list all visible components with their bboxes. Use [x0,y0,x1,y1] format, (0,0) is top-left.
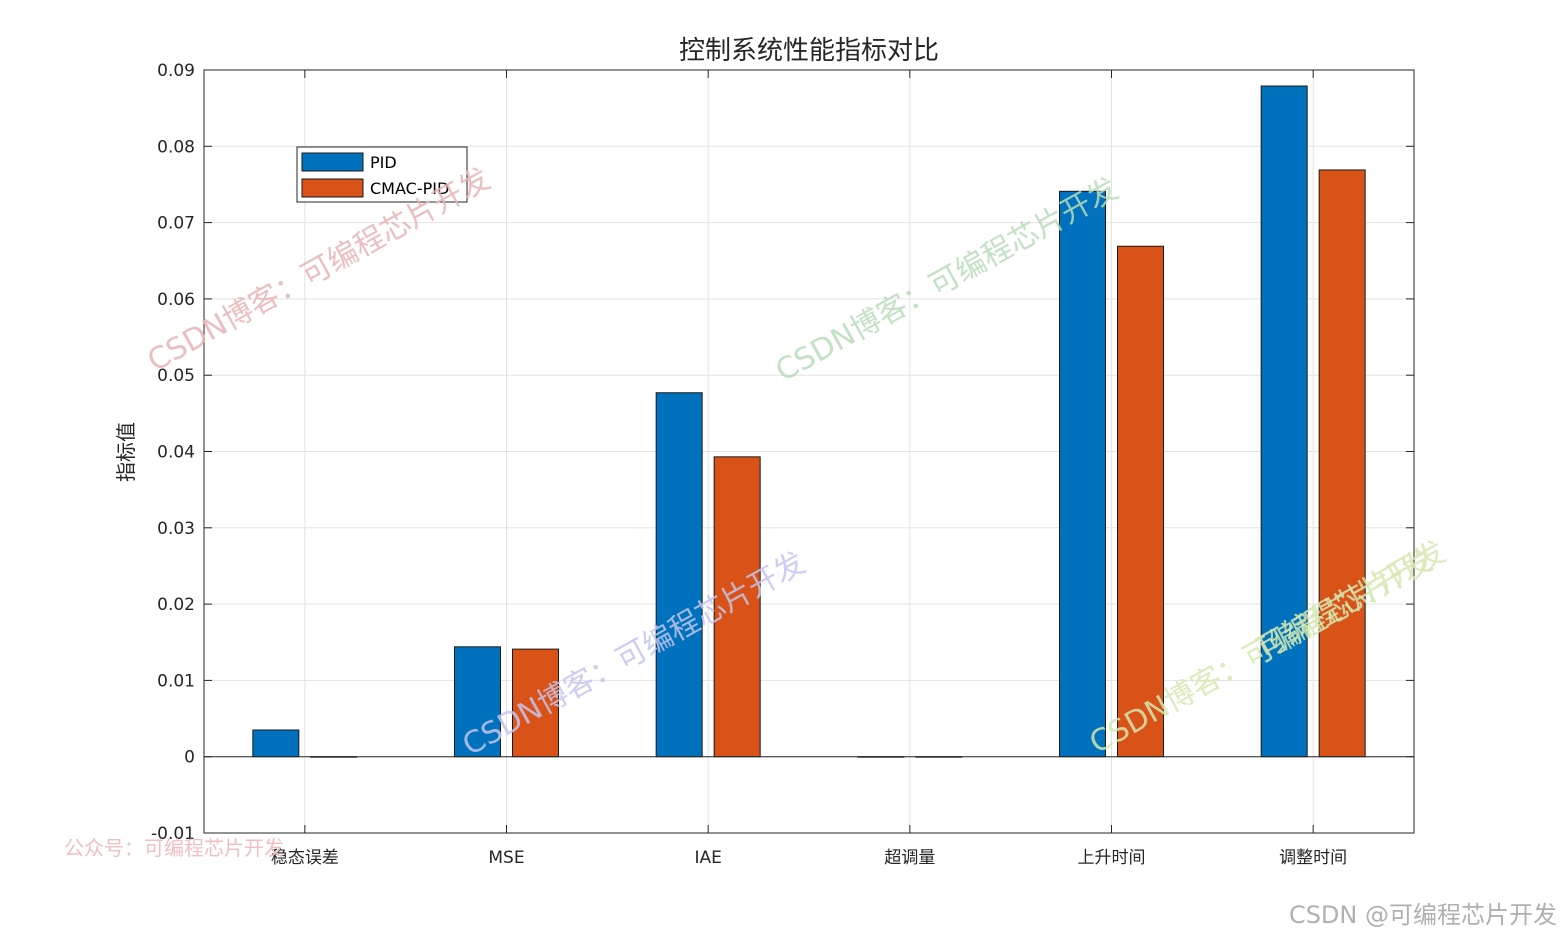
legend-swatch-pid [301,152,364,172]
y-tick-label: 0.08 [157,137,195,157]
bar-pid-4 [1059,190,1106,758]
chart-title: 控制系统性能指标对比 [679,36,939,66]
x-tick-label: 稳态误差 [271,848,339,868]
legend: PID CMAC-PID [296,146,468,203]
bar-cmac-pid-2 [713,456,761,758]
x-tick-label: 上升时间 [1078,848,1146,868]
y-tick-label: 0.09 [157,61,195,81]
legend-swatch-cmac-pid [301,178,364,198]
y-tick-label: 0.01 [157,671,195,691]
bar-pid-2 [655,392,703,758]
bar-pid-5 [1260,85,1308,758]
legend-label-pid: PID [370,153,397,172]
y-tick-label: 0.02 [157,595,195,615]
bars [252,85,1366,758]
x-tick-label: MSE [488,848,524,868]
y-axis-label: 指标值 [114,422,138,482]
bar-cmac-pid-5 [1318,169,1366,758]
y-tick-label: 0.05 [157,366,195,386]
y-tick-label: 0.04 [157,443,195,463]
bar-pid-0 [252,729,300,758]
watermarks: CSDN博客：可编程芯片开发 CSDN博客：可编程芯片开发CSDN博客：可编程芯片… [142,161,1452,763]
x-tick-label: IAE [694,848,721,868]
legend-label-cmac-pid: CMAC-PID [370,179,449,198]
bar-pid-1 [454,646,501,758]
y-tick-label: 0.07 [157,214,195,234]
x-tick-label: 调整时间 [1279,848,1347,868]
bar-cmac-pid-4 [1117,245,1164,758]
y-tick-label: 0 [184,748,195,768]
bar-cmac-pid-1 [512,648,559,758]
y-tick-label: 0.03 [157,519,195,539]
grid [204,70,1414,833]
y-tick-label: -0.01 [151,824,195,844]
bottom-left-watermark: 公众号：可编程芯片开发 [64,836,284,860]
tick-labels: -0.01 0 0.01 0.02 0.03 0.04 0.05 0.06 0.07 0.08 0.… [151,61,1347,868]
axes [203,69,1415,834]
y-tick-label: 0.06 [157,290,195,310]
x-tick-label: 超调量 [884,848,935,868]
bottom-right-watermark: CSDN @可编程芯片开发 [1288,901,1557,929]
